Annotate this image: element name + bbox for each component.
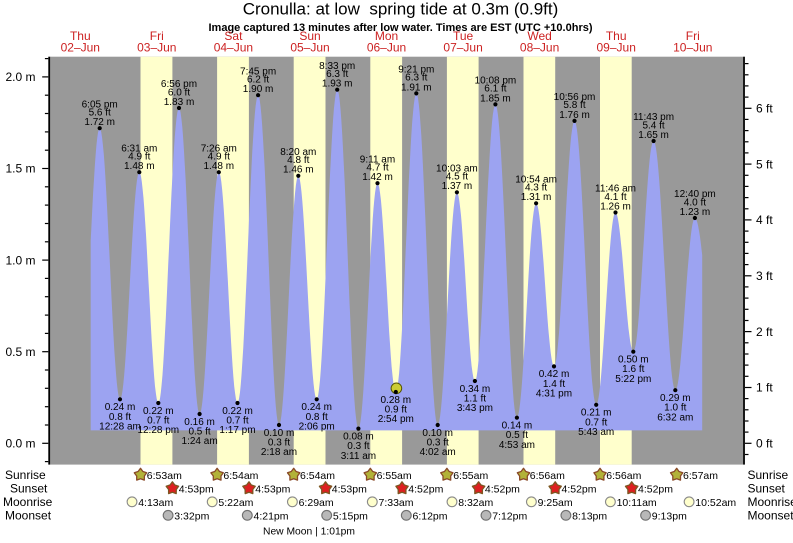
svg-text:6:56am: 6:56am [606, 470, 641, 482]
svg-text:1.65 m: 1.65 m [638, 130, 669, 141]
svg-text:4:31 pm: 4:31 pm [536, 389, 572, 400]
svg-text:6:55am: 6:55am [453, 470, 488, 482]
svg-text:03–Jun: 03–Jun [137, 41, 176, 55]
svg-text:05–Jun: 05–Jun [290, 41, 329, 55]
svg-text:4:02 am: 4:02 am [420, 447, 456, 458]
svg-text:2 ft: 2 ft [756, 325, 773, 339]
svg-text:1.85 m: 1.85 m [480, 93, 511, 104]
svg-text:Sunset: Sunset [10, 482, 48, 496]
svg-text:Moonrise: Moonrise [3, 495, 53, 509]
svg-text:3:43 pm: 3:43 pm [457, 403, 493, 414]
svg-text:7:12pm: 7:12pm [492, 510, 527, 522]
svg-text:5:15pm: 5:15pm [333, 510, 368, 522]
svg-text:Moonrise: Moonrise [748, 495, 793, 509]
svg-text:8:13pm: 8:13pm [572, 510, 607, 522]
svg-text:09–Jun: 09–Jun [597, 41, 636, 55]
svg-text:6:29am: 6:29am [299, 497, 334, 509]
svg-text:1.46 m: 1.46 m [283, 165, 314, 176]
svg-text:5 ft: 5 ft [756, 157, 773, 171]
svg-text:0 ft: 0 ft [756, 437, 773, 451]
svg-text:2:18 am: 2:18 am [261, 447, 297, 458]
svg-text:3:32pm: 3:32pm [174, 510, 209, 522]
svg-text:6:54am: 6:54am [300, 470, 335, 482]
svg-text:12:28 am: 12:28 am [99, 422, 141, 433]
svg-text:3 ft: 3 ft [756, 269, 773, 283]
svg-text:08–Jun: 08–Jun [520, 41, 559, 55]
svg-text:1 ft: 1 ft [756, 381, 773, 395]
svg-text:5:22am: 5:22am [218, 497, 253, 509]
svg-text:1.48 m: 1.48 m [124, 161, 155, 172]
svg-text:0.5 m: 0.5 m [5, 345, 35, 359]
svg-text:4:52pm: 4:52pm [562, 483, 597, 495]
svg-text:1.31 m: 1.31 m [521, 192, 552, 203]
svg-text:2.0 m: 2.0 m [5, 70, 35, 84]
svg-text:9:13pm: 9:13pm [652, 510, 687, 522]
svg-text:Cronulla: at low spring tide: Cronulla: at low spring tide at 0.3m (0.… [243, 0, 559, 19]
svg-text:1.83 m: 1.83 m [164, 97, 195, 108]
svg-text:6:32 am: 6:32 am [657, 412, 693, 423]
svg-text:8:32am: 8:32am [458, 497, 493, 509]
svg-text:1.90 m: 1.90 m [243, 84, 274, 95]
svg-text:6:12pm: 6:12pm [413, 510, 448, 522]
svg-text:3:11 am: 3:11 am [341, 451, 376, 462]
svg-text:2:54 pm: 2:54 pm [378, 414, 414, 425]
svg-text:0.0 m: 0.0 m [5, 437, 35, 451]
svg-text:1.23 m: 1.23 m [680, 207, 711, 218]
svg-text:10–Jun: 10–Jun [673, 41, 712, 55]
svg-text:07–Jun: 07–Jun [443, 41, 482, 55]
svg-text:5:22 pm: 5:22 pm [615, 374, 651, 385]
svg-text:Moonset: Moonset [748, 509, 793, 523]
svg-text:New Moon | 1:01pm: New Moon | 1:01pm [263, 527, 355, 538]
svg-text:4:53pm: 4:53pm [179, 483, 214, 495]
svg-text:5:43 am: 5:43 am [578, 427, 614, 438]
svg-text:1.26 m: 1.26 m [600, 201, 631, 212]
svg-text:1.5 m: 1.5 m [5, 162, 35, 176]
svg-text:1:17 pm: 1:17 pm [219, 425, 255, 436]
svg-text:04–Jun: 04–Jun [214, 41, 253, 55]
svg-text:1.0 m: 1.0 m [5, 253, 35, 267]
svg-text:4:52pm: 4:52pm [485, 483, 520, 495]
svg-text:06–Jun: 06–Jun [367, 41, 406, 55]
svg-text:1.72 m: 1.72 m [84, 117, 115, 128]
svg-text:1.48 m: 1.48 m [204, 161, 235, 172]
svg-text:7:33am: 7:33am [379, 497, 414, 509]
svg-text:1.93 m: 1.93 m [322, 79, 353, 90]
svg-text:4:21pm: 4:21pm [254, 510, 289, 522]
svg-text:Sunrise: Sunrise [5, 468, 46, 482]
svg-text:Sunrise: Sunrise [748, 468, 789, 482]
svg-text:10:52am: 10:52am [695, 497, 736, 509]
svg-text:2:06 pm: 2:06 pm [299, 422, 335, 433]
svg-text:4:52pm: 4:52pm [638, 483, 673, 495]
svg-text:4 ft: 4 ft [756, 213, 773, 227]
svg-text:4:53 am: 4:53 am [499, 440, 535, 451]
svg-text:1.76 m: 1.76 m [559, 110, 590, 121]
svg-text:1.37 m: 1.37 m [442, 181, 473, 192]
svg-text:12:28 pm: 12:28 pm [137, 425, 179, 436]
svg-text:10:11am: 10:11am [617, 497, 657, 509]
svg-text:Sunset: Sunset [748, 482, 786, 496]
svg-text:6:55am: 6:55am [377, 470, 412, 482]
svg-text:4:52pm: 4:52pm [408, 483, 443, 495]
svg-text:4:53pm: 4:53pm [255, 483, 290, 495]
svg-text:Moonset: Moonset [5, 509, 52, 523]
svg-text:6 ft: 6 ft [756, 102, 773, 116]
svg-text:1.91 m: 1.91 m [401, 82, 432, 93]
svg-text:6:53am: 6:53am [147, 470, 182, 482]
svg-text:1:24 am: 1:24 am [182, 436, 218, 447]
svg-text:4:53pm: 4:53pm [332, 483, 367, 495]
svg-text:6:57am: 6:57am [683, 470, 718, 482]
svg-text:6:54am: 6:54am [223, 470, 258, 482]
svg-text:9:25am: 9:25am [538, 497, 573, 509]
svg-text:6:56am: 6:56am [530, 470, 565, 482]
svg-text:1.42 m: 1.42 m [362, 172, 393, 183]
svg-text:02–Jun: 02–Jun [61, 41, 100, 55]
svg-text:4:13am: 4:13am [138, 497, 173, 509]
